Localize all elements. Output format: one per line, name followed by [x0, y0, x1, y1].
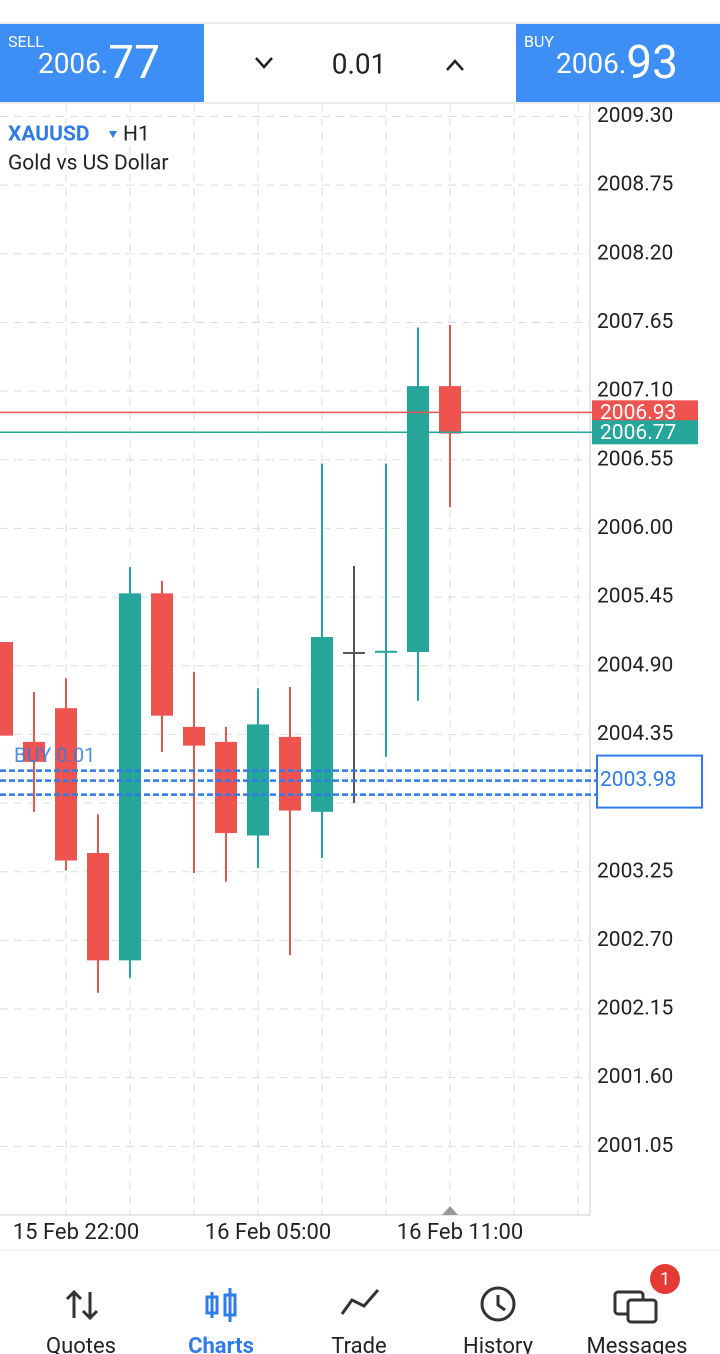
charts-icon-body: [223, 1293, 237, 1317]
nav-label[interactable]: History: [463, 1334, 534, 1354]
candle-body: [23, 741, 45, 762]
history-icon[interactable]: [480, 1286, 516, 1322]
chart: 2009.30 2008.75 2008.20 2007.65 2007.10 2006.…: [0, 104, 703, 1245]
nav-label[interactable]: Messages: [587, 1334, 688, 1354]
messages-icon-back: [626, 1298, 658, 1324]
y-tick-label: 2009.30: [597, 104, 673, 128]
nav-labels: Quotes Charts Trade History Messages: [46, 1334, 687, 1354]
buy-price-small: 2006.: [556, 47, 626, 80]
candle-body: [279, 736, 301, 811]
symbol-description: Gold vs US Dollar: [8, 152, 168, 176]
y-tick-label: 2008.75: [597, 173, 673, 197]
symbol-name[interactable]: XAUUSD: [8, 123, 90, 147]
y-tick-label: 2007.10: [597, 379, 673, 403]
buy-price-big: 93: [626, 36, 678, 90]
y-tick-label: 2004.90: [597, 653, 673, 677]
candle-body: [439, 386, 461, 434]
candle-body: [0, 642, 13, 736]
order-line-label: BUY 0.01: [14, 743, 95, 767]
candle-body: [151, 593, 173, 716]
y-tick-label: 2001.60: [597, 1065, 673, 1089]
messages-badge-count: 1: [660, 1269, 670, 1290]
y-tick-label: 2007.65: [597, 310, 673, 334]
messages-badge: [650, 1264, 680, 1294]
candle-body: [87, 852, 109, 961]
y-tick-label: 2002.70: [597, 928, 673, 952]
y-tick-label: 2002.15: [597, 997, 673, 1021]
sell-button[interactable]: [0, 24, 204, 102]
sell-price: 2006.77: [38, 36, 160, 90]
candle-body: [183, 726, 205, 746]
y-tick-label: 2004.35: [597, 722, 673, 746]
candle-body: [375, 650, 397, 653]
y-tick-label: 2005.45: [597, 585, 673, 609]
candle-body: [311, 637, 333, 812]
y-tick-label: 2001.05: [597, 1134, 673, 1158]
order-price-label: 2003.98: [600, 768, 676, 792]
sell-label: SELL: [8, 32, 44, 51]
sell-price-small: 2006.: [38, 47, 108, 80]
charts-icon-body: [205, 1295, 219, 1315]
bottom-nav: [0, 1250, 720, 1354]
buy-price: 2006.93: [556, 36, 678, 90]
y-tick-label: 2006.00: [597, 516, 673, 540]
x-tick-label: 16 Feb 11:00: [397, 1220, 523, 1245]
y-tick-label: 2003.25: [597, 859, 673, 883]
candle-body: [407, 386, 429, 653]
buy-label: BUY: [524, 32, 554, 51]
candle-body: [343, 652, 365, 655]
nav-label[interactable]: Charts: [188, 1334, 254, 1354]
price-tag: [592, 420, 698, 445]
candle-body: [119, 593, 141, 961]
sell-price-big: 77: [108, 36, 160, 90]
lot-decrease[interactable]: [255, 57, 273, 69]
timeframe: H1: [123, 123, 150, 147]
symbol-dropdown[interactable]: [109, 131, 117, 138]
y-tick-label: 2006.55: [597, 447, 673, 471]
x-tick-label: 16 Feb 05:00: [205, 1220, 331, 1245]
candle-body: [55, 708, 77, 861]
x-tick-label: 15 Feb 22:00: [13, 1220, 139, 1245]
order-price-box: [596, 754, 703, 809]
quotes-icon[interactable]: [65, 1289, 99, 1321]
lot-increase[interactable]: [446, 59, 464, 71]
y-tick-label: 2008.20: [597, 241, 673, 265]
nav-icons: [65, 1286, 658, 1324]
nav-label[interactable]: Trade: [331, 1334, 386, 1354]
trade-icon[interactable]: [340, 1289, 380, 1315]
current-bar-marker: [442, 1206, 458, 1215]
buy-button[interactable]: [516, 24, 720, 102]
nav-label[interactable]: Quotes: [46, 1334, 116, 1354]
price-tag-label: 2006.77: [600, 421, 676, 445]
lot-size[interactable]: 0.01: [332, 47, 387, 80]
candle-body: [215, 741, 237, 834]
history-hands: [496, 1295, 506, 1312]
